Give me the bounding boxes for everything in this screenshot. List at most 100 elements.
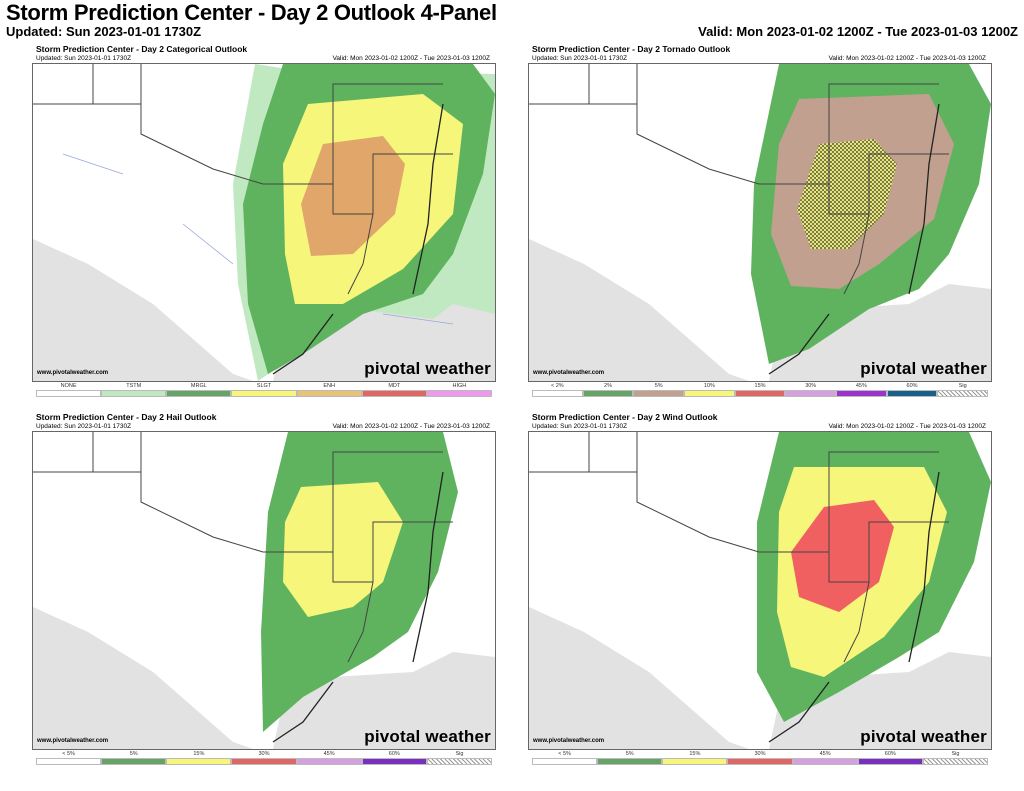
- legend-item: 5%: [101, 751, 167, 769]
- panel-wind: Storm Prediction Center - Day 2 Wind Out…: [528, 412, 992, 770]
- legend-label: Sig: [455, 751, 464, 757]
- legend-label: < 5%: [558, 751, 571, 757]
- river-coast: [272, 103, 444, 375]
- legend-swatch: [426, 758, 492, 765]
- valid-period: Valid: Mon 2023-01-02 1200Z - Tue 2023-0…: [698, 24, 1018, 39]
- legend-item: 15%: [662, 751, 728, 769]
- brand-logo: pivotal weather: [364, 727, 491, 746]
- legend-swatch: [231, 390, 297, 397]
- legend-item: 60%: [857, 751, 923, 769]
- legend-swatch: [36, 390, 102, 397]
- brand-logo: pivotal weather: [364, 359, 491, 378]
- legend-item: 15%: [166, 751, 232, 769]
- gulf-of-mexico-east: [273, 652, 495, 749]
- credit-url: www.pivotalweather.com: [37, 738, 109, 744]
- credit-url: www.pivotalweather.com: [533, 370, 605, 376]
- brand-logo: pivotal weather: [860, 727, 987, 746]
- legend-label: 5%: [129, 751, 138, 757]
- river-coast: [768, 471, 940, 743]
- legend-label: MDT: [388, 383, 401, 389]
- legend-label: Sig: [951, 751, 960, 757]
- legend-label: 15%: [754, 383, 766, 389]
- state-borders: [33, 432, 453, 663]
- panel-title: Storm Prediction Center - Day 2 Wind Out…: [532, 412, 718, 422]
- map-categorical[interactable]: www.pivotalweather.com pivotal weather: [32, 63, 496, 382]
- page-title: Storm Prediction Center - Day 2 Outlook …: [6, 0, 497, 25]
- panel-title: Storm Prediction Center - Day 2 Tornado …: [532, 44, 731, 54]
- gulf-of-mexico: [33, 607, 253, 749]
- legend-item: 5%: [633, 383, 685, 401]
- legend-swatch: [426, 390, 492, 397]
- legend-item: < 2%: [532, 383, 583, 401]
- legend-label: 5%: [654, 383, 663, 389]
- river-coast: [272, 471, 444, 743]
- river-coast: [768, 103, 940, 375]
- legend-label: 60%: [906, 383, 918, 389]
- legend: < 2% 2% 5% 10% 15% 30% 45% 60% Sig: [532, 383, 989, 401]
- gulf-of-mexico: [33, 239, 253, 381]
- legend-item: 45%: [296, 751, 362, 769]
- legend-item: MRGL: [166, 383, 232, 401]
- legend-label: 15%: [193, 751, 205, 757]
- legend-swatch: [101, 390, 167, 397]
- legend-swatch: [361, 758, 427, 765]
- legend-label: 30%: [258, 751, 270, 757]
- legend-swatch: [727, 758, 793, 765]
- legend: NONE TSTM MRGL SLGT ENH MDT HIGH: [36, 383, 492, 401]
- legend-label: HIGH: [452, 383, 467, 389]
- legend-item: Sig: [426, 751, 492, 769]
- legend-label: 45%: [819, 751, 831, 757]
- brand-logo: pivotal weather: [860, 359, 987, 378]
- area-enh: [301, 136, 405, 256]
- panel-updated: Updated: Sun 2023-01-01 1730Z: [532, 423, 628, 430]
- legend-item: NONE: [36, 383, 102, 401]
- legend-item: < 5%: [532, 751, 598, 769]
- legend-swatch: [296, 390, 362, 397]
- legend-swatch: [792, 758, 858, 765]
- legend-label: ENH: [323, 383, 335, 389]
- legend-label: 10%: [703, 383, 715, 389]
- legend-label: 2%: [604, 383, 612, 389]
- legend-item: MDT: [361, 383, 427, 401]
- legend-item: 2%: [582, 383, 634, 401]
- panel-valid: Valid: Mon 2023-01-02 1200Z - Tue 2023-0…: [332, 55, 490, 62]
- legend-swatch: [532, 390, 583, 397]
- panel-updated: Updated: Sun 2023-01-01 1730Z: [36, 423, 132, 430]
- legend-swatch: [597, 758, 663, 765]
- rivers: [62, 153, 454, 325]
- panel-tornado: Storm Prediction Center - Day 2 Tornado …: [528, 44, 992, 402]
- panel-updated: Updated: Sun 2023-01-01 1730Z: [36, 55, 132, 62]
- legend-swatch: [836, 390, 887, 397]
- legend-item: 60%: [886, 383, 938, 401]
- legend-label: 5%: [625, 751, 634, 757]
- panel-updated: Updated: Sun 2023-01-01 1730Z: [532, 55, 628, 62]
- map-hail[interactable]: www.pivotalweather.com pivotal weather: [32, 431, 496, 750]
- legend-item: 5%: [597, 751, 663, 769]
- legend-label: NONE: [60, 383, 77, 389]
- legend-swatch: [361, 390, 427, 397]
- legend-swatch: [166, 390, 232, 397]
- legend-label: MRGL: [190, 383, 207, 389]
- legend-item: Sig: [922, 751, 988, 769]
- gulf-of-mexico: [529, 239, 749, 381]
- legend-swatch: [785, 390, 837, 397]
- legend-item: 45%: [836, 383, 887, 401]
- legend-swatch: [662, 758, 728, 765]
- state-borders: [529, 432, 949, 663]
- legend-swatch: [166, 758, 232, 765]
- credit-url: www.pivotalweather.com: [533, 738, 605, 744]
- panel-valid: Valid: Mon 2023-01-02 1200Z - Tue 2023-0…: [828, 423, 986, 430]
- legend-label: 60%: [388, 751, 400, 757]
- legend-swatch: [296, 758, 362, 765]
- map-tornado[interactable]: www.pivotalweather.com pivotal weather: [528, 63, 992, 382]
- legend-swatch: [937, 390, 989, 397]
- gulf-of-mexico-east: [769, 284, 991, 381]
- legend-item: 30%: [727, 751, 793, 769]
- legend-item: 45%: [792, 751, 858, 769]
- panel-valid: Valid: Mon 2023-01-02 1200Z - Tue 2023-0…: [332, 423, 490, 430]
- legend-item: SLGT: [231, 383, 297, 401]
- map-wind[interactable]: www.pivotalweather.com pivotal weather: [528, 431, 992, 750]
- legend-item: Sig: [937, 383, 989, 401]
- legend-item: ENH: [296, 383, 362, 401]
- legend-item: 30%: [231, 751, 297, 769]
